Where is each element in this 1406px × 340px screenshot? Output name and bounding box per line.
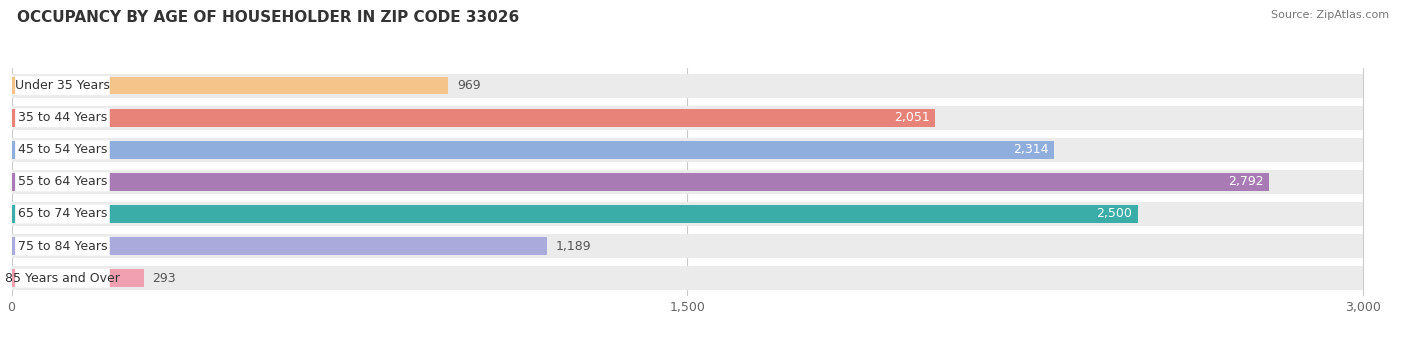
Text: 55 to 64 Years: 55 to 64 Years	[18, 175, 107, 188]
Text: Source: ZipAtlas.com: Source: ZipAtlas.com	[1271, 10, 1389, 20]
FancyBboxPatch shape	[15, 108, 110, 127]
Text: 1,189: 1,189	[557, 240, 592, 253]
Bar	[11, 170, 1362, 194]
Bar	[11, 202, 1362, 226]
Bar	[11, 173, 1270, 191]
Bar	[11, 109, 935, 126]
Bar	[11, 106, 1362, 130]
Bar	[11, 141, 1054, 159]
FancyBboxPatch shape	[15, 140, 110, 159]
Text: 2,792: 2,792	[1229, 175, 1264, 188]
Text: 45 to 54 Years: 45 to 54 Years	[18, 143, 107, 156]
Text: 35 to 44 Years: 35 to 44 Years	[18, 111, 107, 124]
FancyBboxPatch shape	[15, 76, 110, 95]
Bar	[11, 237, 547, 255]
Text: 65 to 74 Years: 65 to 74 Years	[18, 207, 107, 220]
FancyBboxPatch shape	[15, 269, 110, 288]
Bar	[11, 269, 143, 287]
Text: 293: 293	[152, 272, 176, 285]
Text: Under 35 Years: Under 35 Years	[15, 79, 110, 92]
Text: OCCUPANCY BY AGE OF HOUSEHOLDER IN ZIP CODE 33026: OCCUPANCY BY AGE OF HOUSEHOLDER IN ZIP C…	[17, 10, 519, 25]
Text: 85 Years and Over: 85 Years and Over	[6, 272, 120, 285]
Text: 75 to 84 Years: 75 to 84 Years	[18, 240, 107, 253]
FancyBboxPatch shape	[15, 237, 110, 256]
Bar	[11, 205, 1137, 223]
Text: 2,051: 2,051	[894, 111, 929, 124]
FancyBboxPatch shape	[15, 205, 110, 223]
Text: 2,314: 2,314	[1012, 143, 1049, 156]
FancyBboxPatch shape	[15, 172, 110, 191]
Bar	[11, 266, 1362, 290]
Text: 969: 969	[457, 79, 481, 92]
Bar	[11, 234, 1362, 258]
Text: 2,500: 2,500	[1097, 207, 1132, 220]
Bar	[11, 138, 1362, 162]
Bar	[11, 77, 449, 95]
Bar	[11, 74, 1362, 98]
